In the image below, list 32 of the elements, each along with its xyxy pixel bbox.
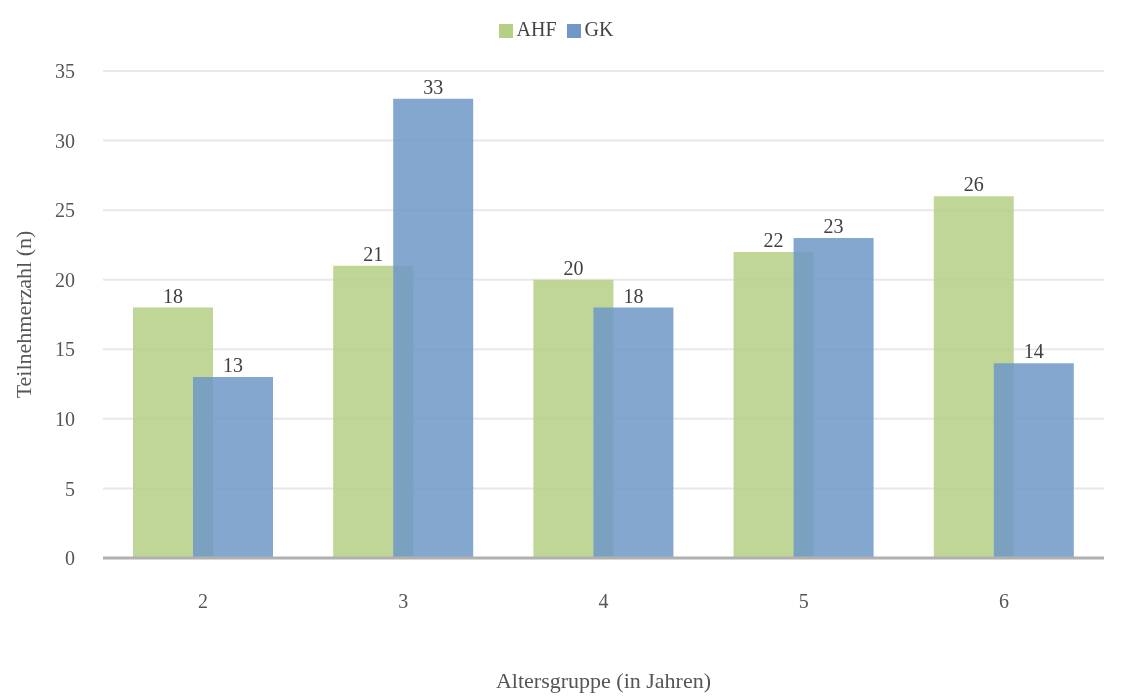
data-label: 18 — [163, 284, 183, 307]
data-label: 22 — [763, 228, 784, 251]
x-tick-label: 2 — [198, 590, 209, 613]
data-label: 21 — [363, 242, 384, 265]
x-tick-label: 3 — [398, 590, 409, 613]
data-label: 23 — [823, 214, 844, 237]
data-label: 33 — [423, 75, 444, 98]
y-tick-label: 5 — [65, 477, 75, 500]
legend-label: GK — [584, 18, 614, 40]
data-label: 26 — [963, 173, 984, 196]
data-label: 18 — [623, 284, 644, 307]
data-label: 20 — [563, 256, 584, 279]
y-tick-label: 20 — [55, 268, 75, 291]
legend-label: AHF — [516, 18, 557, 40]
bar — [793, 237, 874, 558]
y-tick-label: 0 — [65, 547, 75, 570]
data-label: 13 — [223, 354, 243, 377]
y-tick-label: 15 — [55, 338, 75, 361]
bar — [393, 98, 474, 558]
x-tick-label: 6 — [998, 590, 1009, 613]
y-tick-label: 10 — [55, 407, 75, 430]
x-tick-label: 5 — [798, 590, 809, 613]
x-axis-title: Altersgruppe (in Jahren) — [495, 668, 712, 693]
y-tick-label: 25 — [55, 199, 75, 222]
y-axis-title: Teilnehmerzahl (n) — [10, 230, 36, 399]
x-tick-label: 4 — [598, 590, 609, 613]
bar — [593, 307, 674, 558]
y-tick-label: 30 — [55, 129, 75, 152]
bar — [193, 377, 273, 558]
data-label: 14 — [1023, 340, 1044, 363]
y-tick-label: 35 — [55, 60, 75, 83]
bar — [993, 363, 1074, 558]
